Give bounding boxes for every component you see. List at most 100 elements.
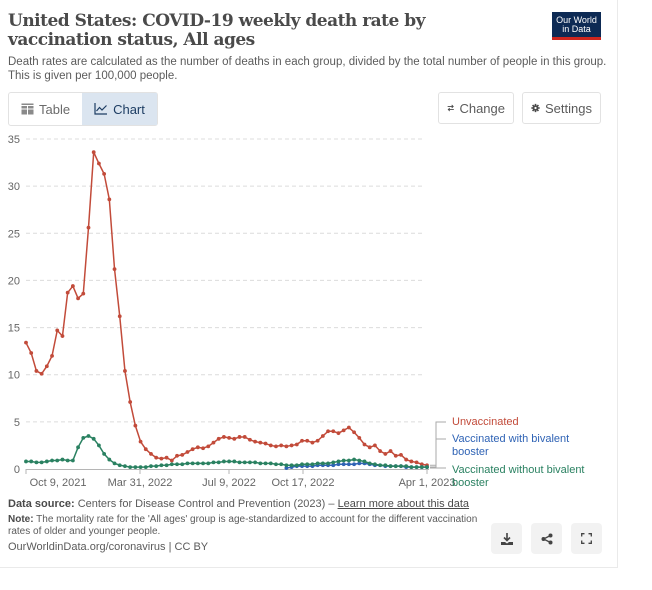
data-point	[70, 284, 75, 288]
data-point	[320, 461, 325, 466]
share-icon	[541, 533, 552, 544]
data-point	[362, 442, 367, 447]
data-point	[195, 461, 200, 466]
data-point	[341, 428, 346, 433]
data-point	[248, 460, 252, 465]
data-point	[336, 459, 341, 464]
legend-label: Unvaccinated	[452, 416, 519, 428]
data-point	[190, 447, 195, 452]
data-point	[414, 460, 419, 465]
y-tick-label: 20	[8, 275, 20, 287]
data-point	[117, 463, 122, 468]
data-point	[305, 462, 310, 467]
data-point	[102, 171, 107, 176]
data-point	[123, 464, 127, 469]
data-point	[248, 437, 252, 442]
data-point	[29, 459, 34, 464]
data-point	[97, 443, 101, 448]
data-point	[55, 328, 60, 333]
data-point	[60, 457, 65, 462]
data-point	[425, 465, 429, 470]
data-point	[133, 423, 138, 428]
data-point	[24, 340, 28, 345]
change-button[interactable]: Change	[438, 92, 514, 124]
fullscreen-icon	[581, 533, 592, 544]
note-label: Note:	[8, 514, 34, 525]
data-point	[117, 314, 122, 319]
tab-table-label: Table	[39, 101, 71, 117]
data-point	[300, 438, 304, 443]
data-point	[154, 464, 159, 469]
data-point	[352, 462, 356, 467]
owid-logo[interactable]: Our World in Data	[552, 12, 601, 40]
learn-more-link[interactable]: Learn more about this data	[337, 498, 470, 510]
data-point	[284, 444, 289, 449]
data-point	[346, 425, 351, 430]
gear-icon	[531, 103, 540, 113]
data-point	[55, 458, 60, 463]
data-point	[352, 430, 356, 435]
data-point	[112, 267, 117, 272]
x-tick-label: Jul 9, 2022	[202, 477, 256, 489]
source-url[interactable]: OurWorldinData.org/coronavirus | CC BY	[8, 541, 209, 553]
data-point	[180, 462, 185, 467]
data-point	[305, 438, 310, 443]
data-point	[357, 461, 362, 466]
tab-table[interactable]: Table	[9, 93, 82, 125]
data-point	[34, 369, 39, 373]
data-point	[169, 462, 174, 467]
settings-label: Settings	[545, 100, 592, 116]
data-point	[206, 461, 211, 466]
data-point	[258, 461, 263, 466]
source-text: Centers for Disease Control and Preventi…	[74, 498, 338, 510]
data-point	[373, 443, 377, 448]
table-icon	[21, 103, 34, 115]
data-point	[107, 457, 112, 462]
tab-chart[interactable]: Chart	[82, 93, 157, 125]
data-point	[70, 458, 75, 463]
y-tick-label: 5	[14, 417, 20, 429]
data-point	[315, 438, 320, 443]
data-point	[274, 462, 278, 467]
data-point	[39, 460, 44, 465]
data-point	[216, 436, 221, 441]
data-point	[159, 463, 164, 468]
data-point	[263, 461, 268, 466]
data-point	[331, 460, 336, 465]
data-point	[294, 463, 299, 468]
legend-label: booster	[452, 446, 489, 458]
data-point	[320, 434, 325, 438]
chart-subtitle: Death rates are calculated as the number…	[8, 56, 607, 82]
data-point	[107, 197, 112, 202]
data-point	[143, 447, 148, 452]
data-point	[97, 161, 101, 166]
data-point	[169, 458, 174, 463]
data-point	[216, 460, 221, 465]
data-point	[206, 444, 211, 449]
settings-button[interactable]: Settings	[522, 92, 601, 124]
data-point	[263, 441, 268, 446]
data-point	[128, 400, 133, 404]
y-tick-label: 25	[8, 228, 20, 240]
data-point	[289, 443, 294, 448]
data-point	[393, 464, 398, 469]
data-point	[279, 443, 284, 448]
data-point	[102, 452, 107, 456]
fullscreen-button[interactable]	[571, 523, 602, 554]
data-point	[357, 435, 362, 440]
data-point	[404, 464, 409, 469]
data-point	[315, 461, 320, 466]
data-point	[341, 458, 346, 463]
swap-arrows-icon	[447, 104, 454, 112]
data-point	[414, 465, 419, 470]
data-point	[81, 291, 86, 296]
share-button[interactable]	[531, 523, 562, 554]
data-point	[284, 466, 289, 470]
download-button[interactable]	[491, 523, 522, 554]
data-point	[284, 463, 289, 468]
data-point	[362, 459, 367, 464]
tab-chart-label: Chart	[113, 101, 145, 117]
data-point	[237, 435, 242, 439]
data-point	[367, 461, 372, 466]
data-point	[310, 440, 315, 445]
